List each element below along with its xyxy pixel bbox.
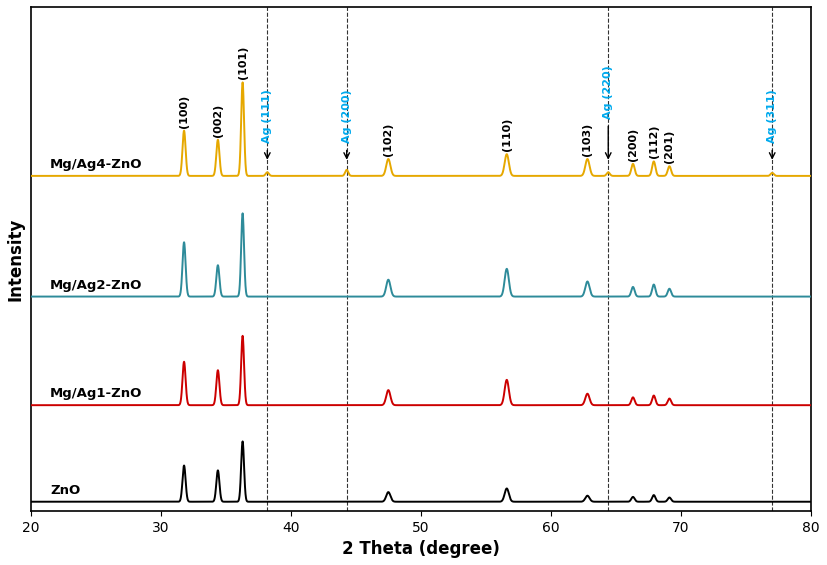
Text: Mg/Ag4-ZnO: Mg/Ag4-ZnO — [50, 158, 142, 171]
Text: Ag (111): Ag (111) — [262, 89, 272, 143]
Y-axis label: Intensity: Intensity — [7, 217, 25, 301]
Text: Mg/Ag2-ZnO: Mg/Ag2-ZnO — [50, 279, 142, 292]
Text: (112): (112) — [649, 125, 659, 158]
X-axis label: 2 Theta (degree): 2 Theta (degree) — [342, 540, 500, 558]
Text: (002): (002) — [213, 103, 223, 137]
Text: Ag (220): Ag (220) — [603, 65, 614, 119]
Text: (110): (110) — [502, 118, 512, 151]
Text: (101): (101) — [237, 46, 247, 79]
Text: (200): (200) — [628, 128, 638, 161]
Text: Mg/Ag1-ZnO: Mg/Ag1-ZnO — [50, 388, 142, 401]
Text: (103): (103) — [582, 123, 592, 156]
Text: ZnO: ZnO — [50, 484, 80, 497]
Text: Ag (200): Ag (200) — [342, 89, 351, 143]
Text: (100): (100) — [179, 94, 189, 128]
Text: (102): (102) — [384, 123, 394, 156]
Text: (201): (201) — [664, 130, 674, 163]
Text: Ag (311): Ag (311) — [767, 89, 777, 143]
